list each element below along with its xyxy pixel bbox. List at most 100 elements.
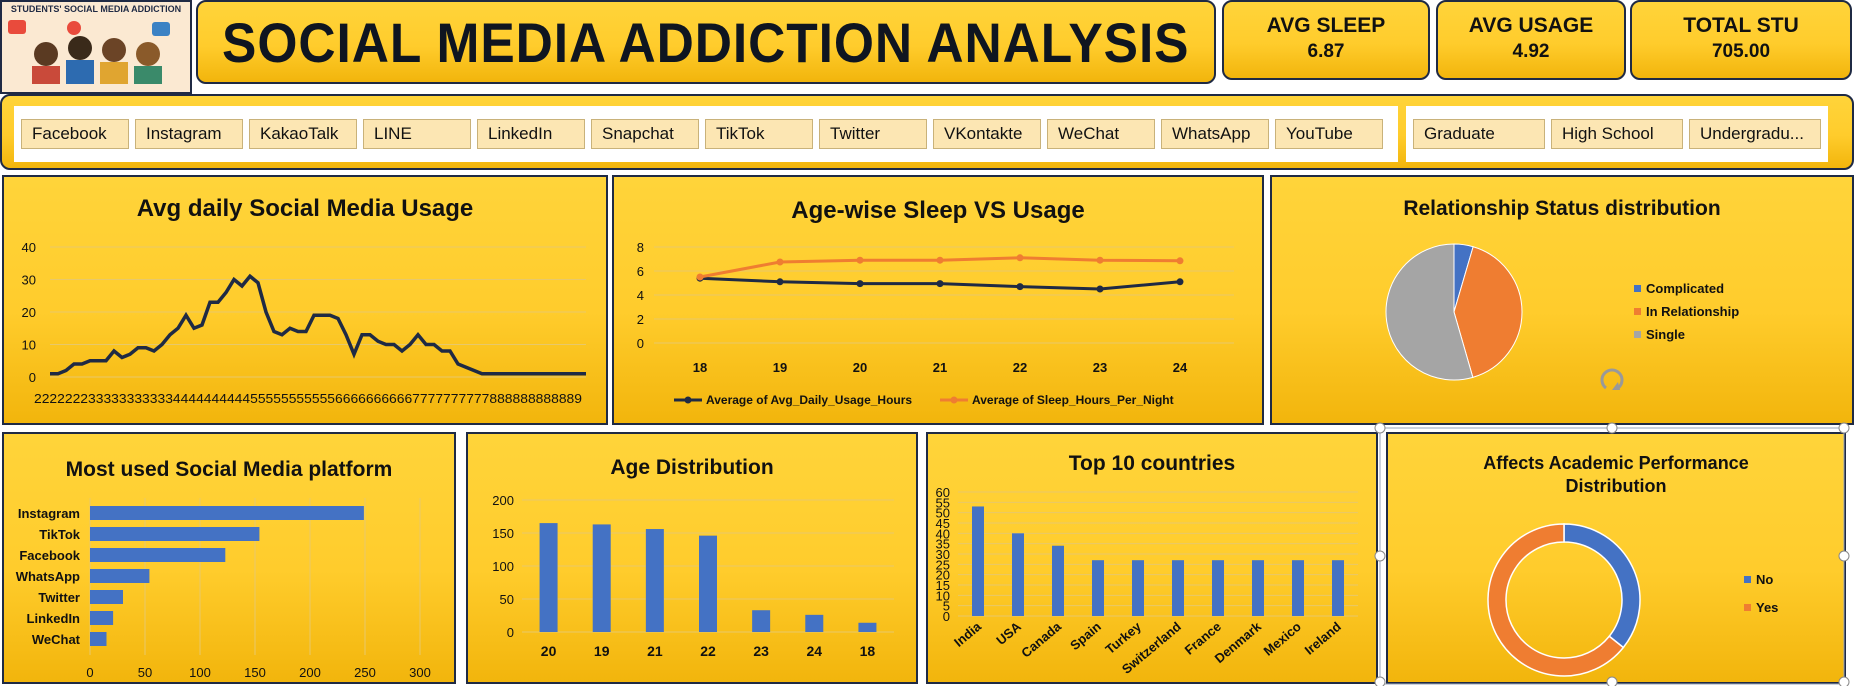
panel-academic[interactable]: Affects Academic Performance Distributio… — [1386, 432, 1846, 684]
x-tick-label: 21 — [647, 643, 663, 659]
legend-label: Complicated — [1646, 281, 1724, 296]
pie-slice — [1453, 246, 1523, 378]
bar — [972, 506, 984, 616]
data-point — [936, 256, 944, 264]
y-tick-label: 50 — [936, 506, 950, 521]
bar — [90, 611, 114, 625]
y-tick-label: 35 — [936, 537, 950, 552]
slicer-item-linkedin[interactable]: LinkedIn — [477, 119, 585, 149]
slicer-item-snapchat[interactable]: Snapchat — [591, 119, 699, 149]
x-tick-label: 24 — [806, 643, 822, 659]
logo-illustration — [8, 20, 170, 84]
data-point — [1096, 285, 1104, 293]
x-tick-label: 0 — [86, 665, 93, 680]
y-tick-label: 8 — [637, 240, 644, 255]
y-tick-label: 40 — [936, 526, 950, 541]
x-tick-label: 24 — [1173, 360, 1188, 375]
bar — [805, 614, 824, 632]
slicer-item-undergradu[interactable]: Undergradu... — [1689, 119, 1821, 149]
chart-title: Top 10 countries — [1068, 452, 1236, 475]
legend-marker — [684, 396, 692, 404]
slicer-item-youtube[interactable]: YouTube — [1275, 119, 1383, 149]
legend-marker — [950, 396, 958, 404]
y-tick-label: 20 — [936, 568, 950, 583]
x-tick-label: 19 — [773, 360, 787, 375]
chart-title: Most used Social Media platform — [65, 458, 393, 481]
kpi-avg-sleep: AVG SLEEP 6.87 — [1222, 0, 1430, 80]
slicer-item-twitter[interactable]: Twitter — [819, 119, 927, 149]
slicer-item-vkontakte[interactable]: VKontakte — [933, 119, 1041, 149]
y-tick-label: 0 — [943, 609, 950, 624]
data-point — [776, 258, 784, 266]
y-tick-label: WeChat — [32, 632, 81, 647]
slicer-bar: Facebook Instagram KakaoTalk LINE LinkedIn Sn… — [0, 94, 1854, 170]
bar — [90, 548, 226, 562]
data-point — [696, 273, 704, 281]
platform-slicer: Facebook Instagram KakaoTalk LINE LinkedIn Sn… — [14, 106, 1398, 162]
y-tick-label: 0 — [29, 370, 36, 385]
y-tick-label: 55 — [936, 495, 950, 510]
y-tick-label: 30 — [936, 547, 950, 562]
chart-title: Age-wise Sleep VS Usage — [791, 197, 1085, 224]
legend-label: Average of Avg_Daily_Usage_Hours — [706, 393, 912, 407]
slicer-item-instagram[interactable]: Instagram — [135, 119, 243, 149]
data-point — [936, 280, 944, 288]
slicer-item-high-school[interactable]: High School — [1551, 119, 1683, 149]
data-point — [1016, 254, 1024, 262]
y-tick-label: 50 — [500, 592, 514, 607]
slicer-item-facebook[interactable]: Facebook — [21, 119, 129, 149]
slicer-item-tiktok[interactable]: TikTok — [705, 119, 813, 149]
bar — [699, 535, 717, 632]
slicer-item-whatsapp[interactable]: WhatsApp — [1161, 119, 1269, 149]
data-point — [776, 278, 784, 286]
kpi-value: 705.00 — [1711, 41, 1771, 62]
kpi-value: 4.92 — [1512, 41, 1550, 62]
y-tick-label: Facebook — [19, 548, 80, 563]
bar — [858, 622, 877, 632]
x-tick-label: 200 — [299, 665, 321, 680]
x-tick-label: India — [951, 618, 984, 649]
relationship-pie-chart: Complicated In Relationship Single — [1385, 243, 1739, 381]
legend-label: Single — [1646, 327, 1685, 342]
bar — [1252, 560, 1264, 616]
x-tick-label: Mexico — [1261, 619, 1304, 659]
platform-bar-chart: 0 50 100 150 200 250 300 Instagram TikTok Faceboo… — [16, 498, 431, 680]
x-tick-label: Spain — [1067, 619, 1104, 653]
slicer-item-kakaotalk[interactable]: KakaoTalk — [249, 119, 357, 149]
x-tick-label: 100 — [189, 665, 211, 680]
donut-slice — [1563, 523, 1641, 649]
bar — [90, 590, 123, 604]
legend-label: No — [1756, 572, 1773, 587]
kpi-label: AVG SLEEP — [1266, 14, 1386, 37]
bar — [90, 632, 107, 646]
panel-avg-daily-usage: Avg daily Social Media Usage 0 10 20 30 40 22… — [2, 175, 608, 425]
y-tick-label: 30 — [22, 273, 36, 288]
chart-title: Relationship Status distribution — [1403, 197, 1721, 220]
bar — [1332, 560, 1344, 616]
bar — [90, 506, 364, 520]
avg-usage-line-chart: 0 10 20 30 40 2222222333333333334444444444555… — [22, 240, 586, 406]
slicer-item-wechat[interactable]: WeChat — [1047, 119, 1155, 149]
y-tick-label: 100 — [492, 559, 514, 574]
legend-swatch — [1634, 331, 1641, 338]
logo-text: STUDENTS' SOCIAL MEDIA ADDICTION — [10, 4, 182, 14]
pie-slice — [1385, 243, 1474, 381]
bar — [1172, 560, 1184, 616]
y-tick-label: 150 — [492, 526, 514, 541]
bar — [592, 524, 611, 632]
panel-countries: Top 10 countries 0 5 10 15 20 25 30 35 40 45 50 55 6… — [926, 432, 1378, 684]
bar — [539, 523, 558, 632]
slicer-item-graduate[interactable]: Graduate — [1413, 119, 1545, 149]
y-tick-label: 20 — [22, 305, 36, 320]
bar — [752, 610, 771, 632]
x-tick-label: 19 — [594, 643, 610, 659]
kpi-value: 6.87 — [1307, 41, 1345, 62]
y-tick-label: Instagram — [18, 506, 80, 521]
data-point — [1176, 257, 1184, 265]
y-tick-label: 0 — [507, 625, 514, 640]
x-tick-label: 150 — [244, 665, 266, 680]
x-tick-label: Canada — [1018, 618, 1064, 660]
slicer-item-line[interactable]: LINE — [363, 119, 471, 149]
bar — [1052, 545, 1064, 616]
